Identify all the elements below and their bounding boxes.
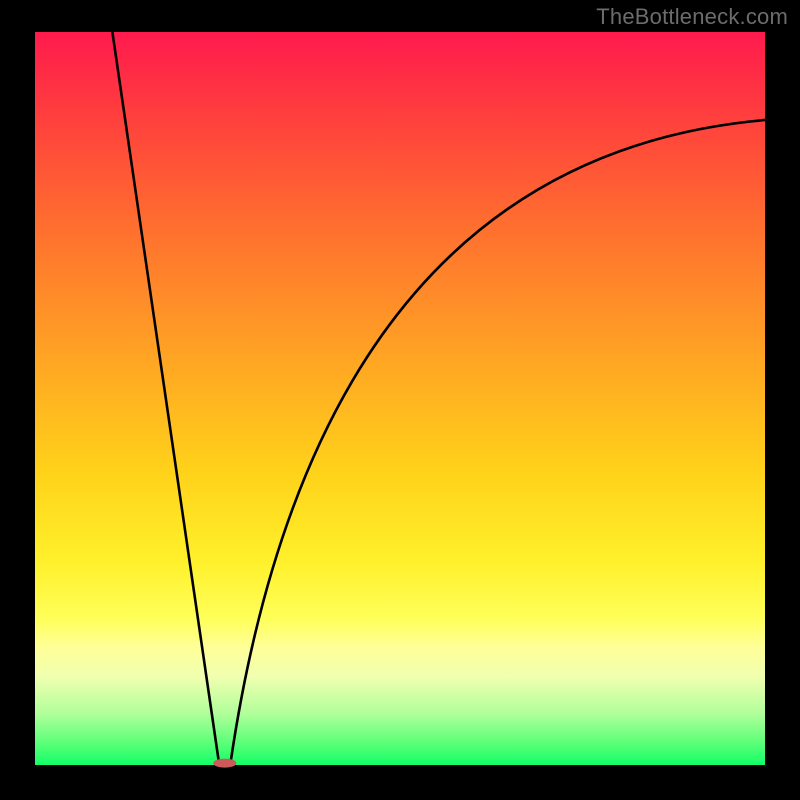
curve-right-branch [231, 120, 765, 762]
plot-area [35, 32, 765, 765]
curve-svg [35, 32, 765, 765]
watermark-text: TheBottleneck.com [596, 4, 788, 30]
curve-left-branch [112, 32, 219, 763]
valley-marker [213, 758, 236, 767]
